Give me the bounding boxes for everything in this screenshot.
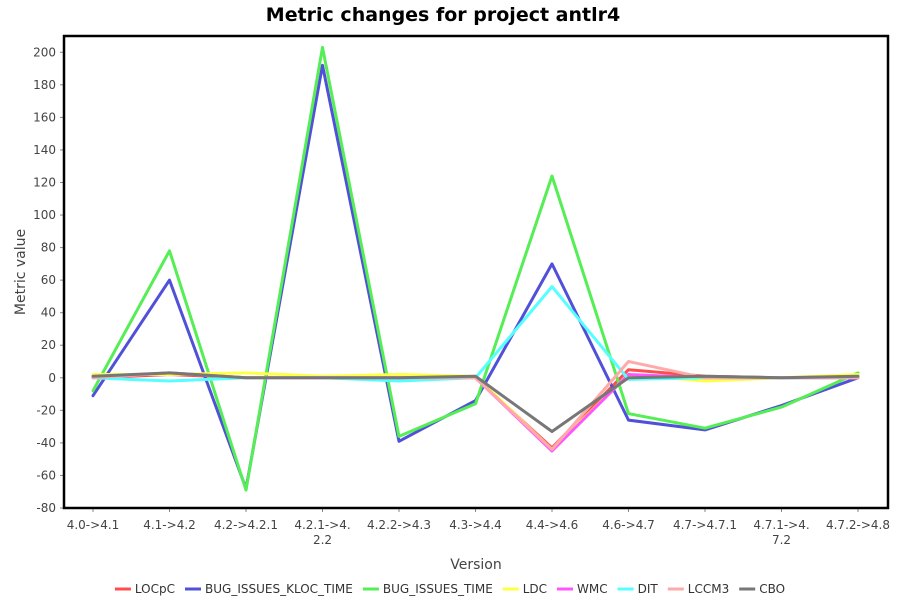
x-tick-label-line: 4.4->4.6 (526, 518, 579, 532)
x-tick-label: 4.4->4.6 (526, 518, 579, 532)
legend-item: LCCM3 (667, 582, 729, 596)
x-tick-label: 4.7.2->4.8 (826, 518, 890, 532)
y-tick-label: -60 (36, 468, 56, 482)
legend-label: LCCM3 (688, 582, 729, 596)
x-tick-label-line: 2.2 (313, 533, 332, 547)
legend-label: LOCpC (135, 582, 175, 596)
legend-item: LDC (502, 582, 547, 596)
legend-label: DIT (638, 582, 659, 596)
x-tick-label: 4.2.1->4. 2.2 (294, 518, 350, 547)
plot-frame (62, 34, 890, 510)
y-tick-label: 0 (48, 371, 56, 385)
series-line-bug-issues-time (91, 45, 860, 492)
x-tick-label-line: 4.3->4.4 (449, 518, 502, 532)
x-tick-label-line: 4.6->4.7 (602, 518, 655, 532)
x-tick-label-line: 4.0->4.1 (67, 518, 120, 532)
y-tick-label: 200 (33, 45, 56, 59)
x-tick-label-line: 4.7.1->4. (753, 518, 809, 532)
legend-label: WMC (577, 582, 608, 596)
x-tick-label: 4.6->4.7 (602, 518, 655, 532)
x-tick-label-line: 4.1->4.2 (143, 518, 196, 532)
legend-item: LOCpC (114, 582, 175, 596)
x-tick-label: 4.7->4.7.1 (673, 518, 737, 532)
y-tick-label: 40 (41, 306, 56, 320)
legend-item: BUG_ISSUES_KLOC_TIME (185, 582, 353, 596)
y-axis-label: Metric value (13, 229, 29, 315)
y-tick-label: -40 (36, 436, 56, 450)
x-tick-label: 4.2.2->4.3 (367, 518, 431, 532)
y-tick-label: 120 (33, 175, 56, 189)
y-tick-label: 80 (41, 241, 56, 255)
y-tick-label: 160 (33, 110, 56, 124)
x-tick-label-line: 4.2.2->4.3 (367, 518, 431, 532)
x-tick-label: 4.1->4.2 (143, 518, 196, 532)
x-tick-label-line: 7.2 (772, 533, 791, 547)
x-tick-label: 4.0->4.1 (67, 518, 120, 532)
x-axis: 4.0->4.1 4.1->4.2 4.2->4.2.1 4.2.1->4. 2.24.… (67, 508, 890, 547)
chart-title: Metric changes for project antlr4 (266, 4, 620, 26)
series-line-cbo (91, 371, 860, 433)
x-tick-label: 4.7.1->4. 7.2 (753, 518, 809, 547)
y-tick-label: 20 (41, 338, 56, 352)
y-tick-label: 60 (41, 273, 56, 287)
series-lines (91, 45, 860, 492)
x-tick-label: 4.3->4.4 (449, 518, 502, 532)
y-tick-label: 180 (33, 78, 56, 92)
x-tick-label: 4.2->4.2.1 (214, 518, 278, 532)
y-tick-label: 140 (33, 143, 56, 157)
legend-item: DIT (617, 582, 659, 596)
plot-background (64, 36, 888, 508)
legend-label: BUG_ISSUES_KLOC_TIME (205, 582, 353, 596)
legend-item: BUG_ISSUES_TIME (362, 582, 493, 596)
x-tick-label-line: 4.7.2->4.8 (826, 518, 890, 532)
legend-label: CBO (759, 582, 785, 596)
x-tick-label-line: 4.2.1->4. (294, 518, 350, 532)
y-axis: -80 -60 -40 -20 0 20 40 60 80 100 120 140 160 180 200 (33, 45, 64, 515)
x-axis-label: Version (450, 557, 501, 573)
y-tick-label: -80 (36, 501, 56, 515)
x-tick-label-line: 4.2->4.2.1 (214, 518, 278, 532)
x-tick-label-line: 4.7->4.7.1 (673, 518, 737, 532)
y-tick-label: -20 (36, 403, 56, 417)
legend: LOCpC BUG_ISSUES_KLOC_TIME BUG_ISSUES_TIME… (114, 582, 785, 596)
legend-label: BUG_ISSUES_TIME (383, 582, 493, 596)
legend-item: WMC (557, 582, 608, 596)
y-tick-label: 100 (33, 208, 56, 222)
legend-item: CBO (739, 582, 785, 596)
legend-label: LDC (523, 582, 547, 596)
